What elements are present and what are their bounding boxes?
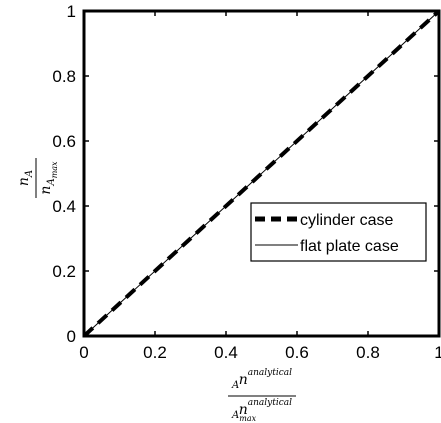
y-tick-label: 0 xyxy=(67,327,76,346)
y-tick-label: 1 xyxy=(67,2,76,21)
y-label-denominator-subsub: max xyxy=(50,161,59,178)
svg-text:nA: nA xyxy=(16,170,35,186)
x-label-numerator: n xyxy=(239,372,248,388)
x-tick-label: 0.2 xyxy=(143,343,167,362)
svg-text:nAmax: nAmax xyxy=(38,161,59,195)
x-label-numerator-sup: analytical xyxy=(248,368,292,378)
y-tick-label: 0.4 xyxy=(52,197,76,216)
x-label-denominator-sup: analytical xyxy=(248,398,292,408)
legend-label-cylinder: cylinder case xyxy=(300,212,393,229)
x-label-denominator-subsub: max xyxy=(239,414,256,423)
plot-frame xyxy=(82,9,441,338)
y-axis-label: nA nAmax xyxy=(16,158,59,198)
x-tick-label: 0.4 xyxy=(214,343,238,362)
x-label-denominator: n xyxy=(239,402,248,418)
legend-box xyxy=(250,202,427,262)
y-label-numerator: n xyxy=(16,177,32,186)
x-tick-label: 0 xyxy=(79,343,88,362)
legend: cylinder case flat plate case xyxy=(250,202,427,262)
x-tick-label: 0.6 xyxy=(285,343,309,362)
y-tick-label: 0.6 xyxy=(52,132,76,151)
legend-label-flatplate: flat plate case xyxy=(300,238,399,255)
x-label-numerator-sub: A xyxy=(231,380,239,391)
x-tick-label: 1 xyxy=(434,343,441,362)
series-line-flat-plate xyxy=(83,10,440,337)
y-label-denominator-sub: A xyxy=(46,178,57,186)
y-tick-label: 0.2 xyxy=(52,262,76,281)
x-tick-label: 0.8 xyxy=(356,343,380,362)
y-label-denominator: n xyxy=(38,186,54,195)
y-label-numerator-sub: A xyxy=(24,170,35,178)
x-axis-label: nanalytical A nanalytical Amax xyxy=(228,368,296,423)
x-label-denominator-sub: A xyxy=(231,410,239,421)
y-tick-label: 0.8 xyxy=(52,67,76,86)
